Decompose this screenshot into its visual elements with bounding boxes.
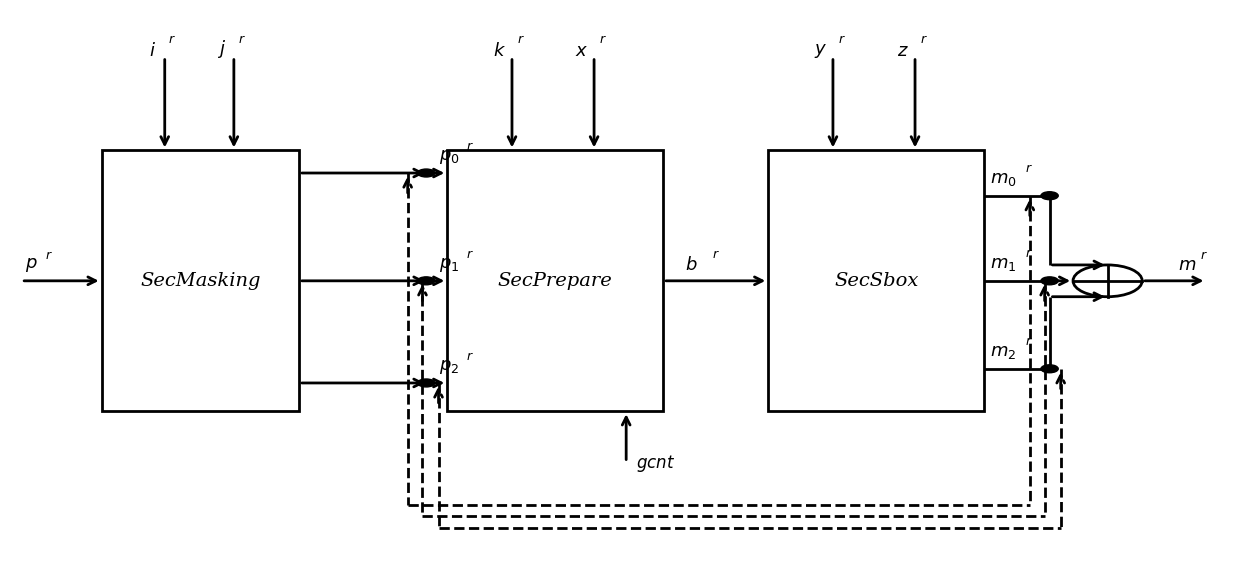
Text: $r$: $r$ [238, 33, 246, 46]
Text: $r$: $r$ [45, 249, 52, 262]
Text: $m$: $m$ [1178, 256, 1197, 274]
Text: SecPrepare: SecPrepare [497, 272, 613, 290]
Circle shape [418, 277, 435, 285]
Text: $i$: $i$ [149, 41, 156, 60]
Text: $r$: $r$ [1025, 247, 1033, 260]
Circle shape [1040, 277, 1058, 285]
Text: $r$: $r$ [466, 248, 474, 261]
Text: $r$: $r$ [1025, 162, 1033, 175]
Text: SecSbox: SecSbox [835, 272, 919, 290]
Text: $r$: $r$ [1025, 335, 1033, 348]
Text: $x$: $x$ [575, 41, 588, 60]
Text: SecMasking: SecMasking [140, 272, 260, 290]
Bar [102, 150, 299, 411]
Text: $j$: $j$ [217, 37, 226, 60]
Text: $r$: $r$ [920, 33, 928, 46]
Text: $p_1$: $p_1$ [439, 256, 459, 274]
Text: $y$: $y$ [813, 41, 827, 60]
Circle shape [418, 169, 435, 177]
Text: $r$: $r$ [466, 350, 474, 363]
Text: $p$: $p$ [25, 256, 37, 274]
Circle shape [1073, 265, 1142, 297]
Text: $m_2$: $m_2$ [991, 343, 1017, 362]
Text: $r$: $r$ [466, 140, 474, 153]
Bar [768, 150, 985, 411]
Bar [448, 150, 663, 411]
Circle shape [1040, 365, 1058, 373]
Text: $k$: $k$ [494, 41, 506, 60]
Text: $b$: $b$ [684, 256, 697, 274]
Circle shape [1040, 192, 1058, 199]
Text: $m_1$: $m_1$ [991, 256, 1017, 273]
Text: $m_0$: $m_0$ [991, 170, 1017, 189]
Text: $p_0$: $p_0$ [439, 148, 459, 166]
Text: $z$: $z$ [897, 41, 909, 60]
Text: $p_2$: $p_2$ [439, 358, 459, 376]
Text: $r$: $r$ [712, 248, 719, 261]
Text: $r$: $r$ [169, 33, 176, 46]
Text: $r$: $r$ [1200, 249, 1208, 261]
Text: $r$: $r$ [838, 33, 846, 46]
Text: $gcnt$: $gcnt$ [636, 453, 676, 474]
Text: $r$: $r$ [599, 33, 606, 46]
Circle shape [418, 379, 435, 387]
Text: $r$: $r$ [517, 33, 525, 46]
